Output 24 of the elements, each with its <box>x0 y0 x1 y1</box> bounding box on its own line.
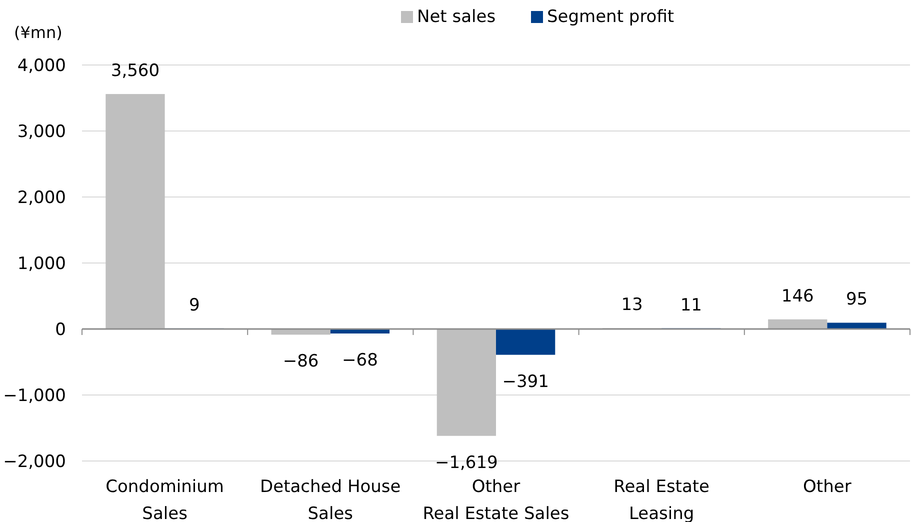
y-tick-label: 0 <box>55 320 66 340</box>
y-tick-label: 3,000 <box>17 122 66 142</box>
y-tick-label: −2,000 <box>3 452 66 472</box>
y-tick-label: 1,000 <box>17 254 66 274</box>
y-tick-label: 2,000 <box>17 188 66 208</box>
legend-label: Net sales <box>417 7 496 27</box>
data-label: 11 <box>680 295 702 316</box>
data-label: −68 <box>342 350 378 370</box>
y-tick-label: 4,000 <box>17 56 66 76</box>
legend-label: Segment profit <box>547 7 674 27</box>
data-label: 146 <box>781 286 814 306</box>
x-tick-label: Other <box>803 477 852 497</box>
y-tick-label: −1,000 <box>3 386 66 406</box>
data-label: 3,560 <box>110 61 160 82</box>
y-axis-title: (¥mn) <box>14 23 62 42</box>
data-label: 13 <box>621 295 643 316</box>
x-tick-label: Condominium Sales <box>106 477 224 522</box>
data-label: −1,619 <box>434 452 498 473</box>
x-tick-label: Other Real Estate Sales <box>422 477 570 522</box>
data-label: −86 <box>282 352 319 372</box>
x-tick-label: Detached House Sales <box>260 477 401 522</box>
data-label: 95 <box>846 290 868 310</box>
data-label: −391 <box>502 372 549 392</box>
data-label: 9 <box>188 295 200 316</box>
